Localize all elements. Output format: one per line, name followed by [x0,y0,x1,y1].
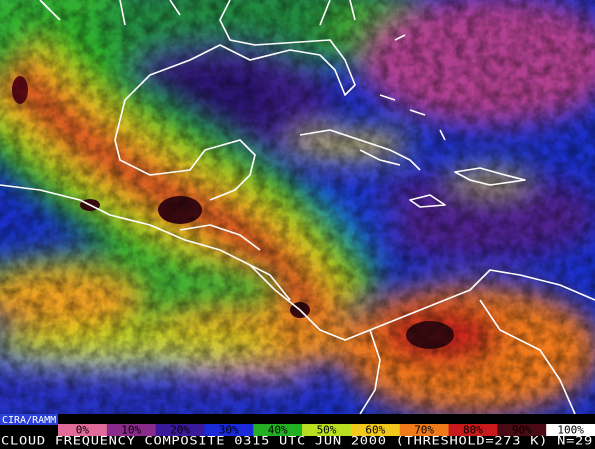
caption: CLOUD FREQUENCY COMPOSITE 0315 UTC JUN 2… [1,434,593,448]
legend-label: 30% [219,424,239,437]
legend-label: 40% [268,424,288,437]
legend-swatch [253,424,303,436]
legend-swatch [399,424,450,436]
legend-swatch [204,424,254,436]
legend-swatch [448,424,498,436]
legend-swatch [546,424,595,436]
legend-label: 0% [76,424,90,437]
credit-box [0,414,58,425]
legend-label: 80% [463,424,483,437]
legend-swatch [58,424,108,436]
cloud-frequency-field [0,0,595,414]
legend-swatch [155,424,205,436]
legend-swatch [302,424,352,436]
legend-label: 70% [414,424,434,437]
coastlines [0,0,595,414]
legend-label: 100% [557,424,584,437]
legend-swatch [497,424,547,436]
legend-label: 90% [512,424,532,437]
legend-label: 10% [121,424,141,437]
color-legend: 0% 10% 20% 30% 40% 50% 60% 70% 80% 90% 100% [58,424,595,437]
legend-label: 50% [317,424,337,437]
legend-label: 20% [170,424,190,437]
legend-swatch [350,424,401,436]
legend-label: 60% [365,424,385,437]
legend-swatch [106,424,157,436]
credit: CIRA/RAMM [2,415,56,426]
